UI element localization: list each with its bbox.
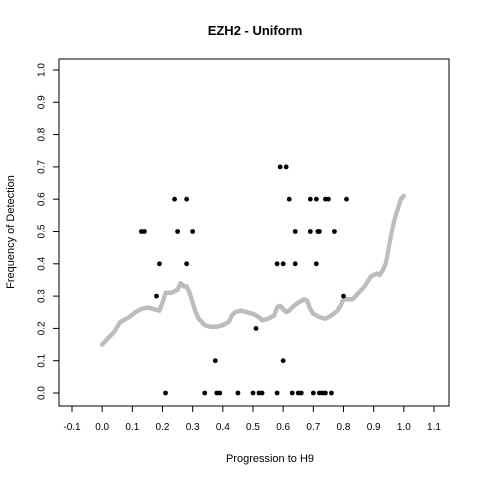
detection-point (250, 390, 256, 396)
y-tick-label: 0.1 (37, 353, 48, 367)
detection-point (280, 358, 286, 364)
detection-point (310, 390, 316, 396)
x-tick-label: 0.4 (216, 422, 230, 433)
detection-point (274, 261, 280, 267)
x-tick-label: 0.7 (306, 422, 320, 433)
detection-series (138, 164, 349, 396)
detection-point (235, 390, 241, 396)
detection-point (323, 390, 328, 396)
detection-point (190, 229, 196, 234)
x-tick-label: 0.1 (125, 422, 139, 433)
detection-point (313, 261, 319, 267)
detection-point (329, 390, 334, 396)
x-tick-label: 0.9 (367, 422, 381, 433)
detection-point (283, 164, 289, 170)
y-tick-label: 0.8 (37, 127, 48, 141)
detection-point (332, 229, 337, 234)
x-tick-label: 1.1 (427, 422, 441, 433)
y-tick-label: 0.5 (37, 224, 48, 238)
chart-title: EZH2 - Uniform (208, 23, 303, 38)
detection-point (280, 261, 286, 267)
detection-point (184, 261, 190, 267)
y-tick-label: 0.3 (37, 289, 48, 303)
detection-point (298, 390, 304, 396)
detection-point (307, 229, 313, 234)
x-tick-label: 0.8 (337, 422, 351, 433)
detection-point (172, 196, 177, 202)
x-tick-label: 0.0 (95, 422, 109, 433)
x-tick-label: -0.1 (63, 422, 81, 433)
detection-point (313, 196, 319, 202)
trend-series (99, 193, 407, 347)
detection-point (154, 293, 159, 299)
plot-frame (58, 58, 450, 407)
x-axis: -0.1 0.0 0.1 0.2 0.3 0.4 0.5 0.6 0.7 0.8 0.9 1.0 1.1 (63, 406, 441, 433)
x-tick-label: 0.5 (246, 422, 260, 433)
y-axis: 0.0 0.1 0.2 0.3 0.4 0.5 0.6 0.7 0.8 0.9 1.0 (37, 63, 59, 400)
detection-point (184, 196, 190, 202)
x-axis-label: Progression to H9 (226, 453, 314, 465)
series-layer (99, 164, 407, 396)
y-tick-label: 0.0 (37, 386, 48, 400)
detection-point (212, 358, 218, 364)
y-tick-label: 0.4 (37, 256, 48, 270)
detection-point (217, 390, 223, 396)
detection-point (344, 196, 349, 202)
detection-point (292, 261, 298, 267)
trend-point (401, 193, 407, 199)
y-tick-label: 0.9 (37, 95, 48, 109)
detection-point (326, 196, 331, 202)
detection-point (292, 229, 298, 234)
detection-point (289, 390, 295, 396)
detection-point (341, 293, 346, 299)
detection-point (253, 326, 259, 331)
x-tick-label: 0.2 (156, 422, 170, 433)
detection-point (274, 390, 280, 396)
detection-point (157, 261, 162, 267)
y-axis-label: Frequency of Detection (5, 175, 17, 289)
y-tick-label: 0.7 (37, 160, 48, 174)
detection-point (286, 196, 292, 202)
detection-point (175, 229, 180, 234)
detection-point (163, 390, 168, 396)
y-tick-label: 0.6 (37, 192, 48, 206)
detection-point (259, 390, 265, 396)
x-tick-label: 0.6 (276, 422, 290, 433)
detection-point (277, 164, 283, 170)
detection-point (316, 229, 322, 234)
y-tick-label: 1.0 (37, 63, 48, 77)
detection-point (202, 390, 208, 396)
detection-point (307, 196, 313, 202)
x-tick-label: 1.0 (397, 422, 411, 433)
x-tick-label: 0.3 (186, 422, 200, 433)
detection-point (142, 229, 147, 234)
y-tick-label: 0.2 (37, 321, 48, 335)
